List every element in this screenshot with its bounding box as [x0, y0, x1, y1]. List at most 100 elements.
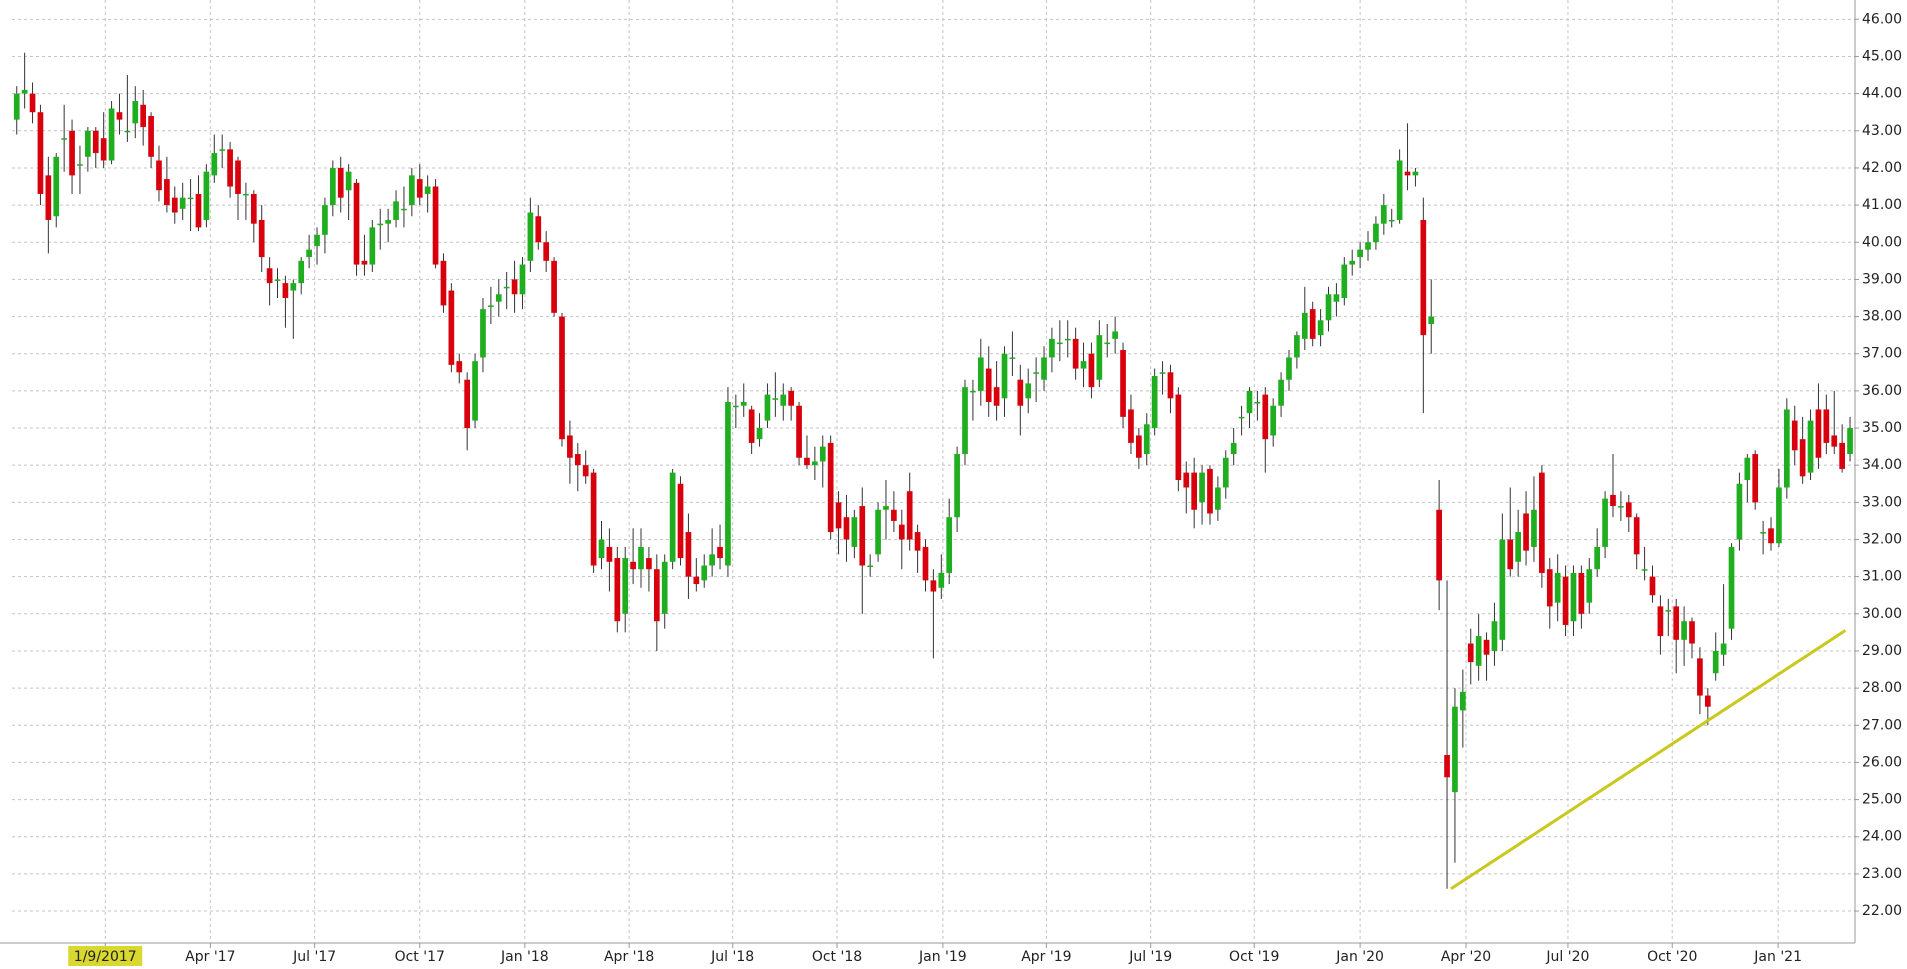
x-tick-label: Apr '19: [1021, 949, 1071, 965]
candle-body: [1412, 171, 1419, 176]
candle-body: [772, 398, 779, 400]
candle-body: [1080, 361, 1087, 369]
crosshair-label-bg: [68, 946, 143, 966]
candle-body: [409, 175, 415, 206]
candle-body: [1428, 316, 1435, 324]
candle-body: [290, 283, 297, 291]
candle-body: [1341, 264, 1348, 298]
candle-body: [1388, 219, 1395, 222]
candle-body: [867, 565, 874, 568]
candle-body: [985, 368, 992, 403]
candle-body: [946, 517, 953, 573]
candle-body: [132, 101, 139, 124]
y-tick-label: 22.00: [1862, 903, 1902, 919]
candle-body: [1199, 472, 1205, 503]
candle-body: [1373, 223, 1379, 243]
x-tick-label: Jul '20: [1545, 949, 1589, 965]
candle-body: [100, 138, 107, 161]
candle-body: [1009, 357, 1016, 359]
candle-body: [401, 208, 407, 211]
candle-body: [1539, 472, 1545, 573]
x-tick-label: Oct '20: [1647, 949, 1697, 965]
y-tick-label: 33.00: [1862, 494, 1902, 510]
candle-body: [1625, 502, 1632, 518]
candle-body: [630, 561, 636, 570]
candle-body: [1143, 424, 1150, 455]
candle-body: [646, 558, 652, 570]
candle-body: [1720, 643, 1727, 655]
y-tick-label: 31.00: [1862, 569, 1902, 585]
candle-body: [970, 390, 976, 393]
candle-body: [661, 561, 668, 614]
y-tick-label: 23.00: [1862, 866, 1902, 882]
candle-body: [1673, 606, 1680, 640]
candle-body: [1618, 506, 1624, 508]
candle-body: [480, 309, 486, 358]
candle-body: [179, 197, 186, 209]
candle-body: [1799, 439, 1806, 477]
candle-body: [345, 171, 352, 191]
candle-body: [1420, 219, 1427, 336]
candle-body: [337, 167, 344, 198]
candle-body: [788, 390, 795, 406]
candle-body: [322, 205, 328, 235]
candle-body: [329, 167, 336, 206]
candle-body: [108, 108, 115, 161]
candle-body: [914, 532, 921, 551]
candle-body: [843, 517, 850, 540]
candle-body: [1333, 294, 1340, 302]
candle-body: [756, 428, 763, 440]
candle-body: [116, 112, 123, 120]
candle-body: [1847, 428, 1853, 455]
candle-body: [53, 156, 60, 217]
x-tick-label: Apr '20: [1441, 949, 1491, 965]
candle-body: [954, 454, 960, 518]
candle-body: [1088, 353, 1095, 388]
candle-body: [148, 115, 154, 157]
candle-body: [1839, 442, 1845, 469]
candle-body: [69, 130, 75, 176]
candle-body: [1380, 205, 1387, 224]
candle-body: [1120, 350, 1126, 417]
candle-body: [258, 219, 265, 258]
candle-body: [1704, 695, 1711, 707]
candle-body: [614, 558, 621, 622]
candle-body: [424, 186, 431, 194]
candle-body: [1459, 691, 1466, 711]
candle-body: [1207, 468, 1213, 514]
candle-body: [21, 89, 28, 94]
candle-body: [748, 409, 755, 443]
candle-body: [725, 402, 731, 566]
candle-body: [1475, 636, 1482, 666]
y-tick-label: 44.00: [1862, 86, 1902, 102]
y-tick-label: 36.00: [1862, 383, 1902, 399]
candle-body: [804, 457, 810, 466]
candle-body: [1467, 643, 1474, 663]
candle-body: [1049, 338, 1055, 358]
candle-body: [1815, 409, 1822, 458]
candle-body: [1278, 379, 1284, 406]
candle-body: [891, 509, 897, 521]
y-tick-label: 35.00: [1862, 420, 1902, 436]
candle-body: [1159, 372, 1166, 374]
candle-body: [638, 546, 644, 570]
x-tick-label: Apr '18: [604, 949, 654, 965]
candle-body: [140, 104, 147, 128]
candle-body: [306, 249, 312, 258]
candle-body: [551, 260, 557, 313]
candle-body: [1365, 242, 1371, 250]
candle-body: [1436, 509, 1442, 581]
candle-body: [1191, 472, 1198, 510]
candle-body: [1183, 472, 1190, 488]
candle-body: [559, 316, 565, 440]
candle-body: [448, 290, 455, 365]
y-tick-label: 29.00: [1862, 643, 1902, 659]
candle-body: [1262, 394, 1269, 440]
x-tick-label: Jul '19: [1128, 949, 1172, 965]
candle-body: [1744, 457, 1751, 481]
candle-body: [235, 160, 241, 194]
candle-body: [393, 201, 399, 220]
candle-body: [1452, 706, 1458, 793]
candle-body: [930, 580, 937, 592]
